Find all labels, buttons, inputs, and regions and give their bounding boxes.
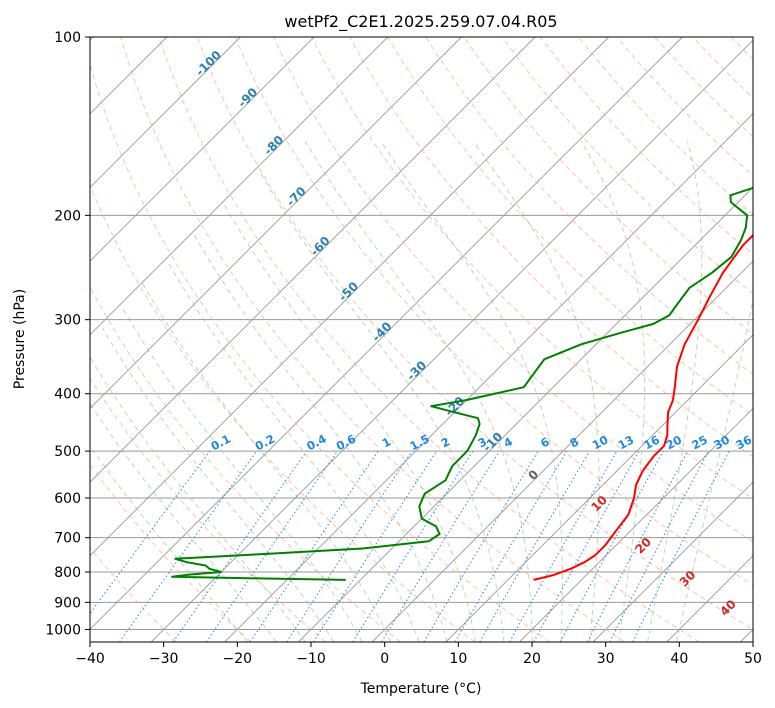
- isotherm-line: [90, 37, 610, 557]
- x-tick-label: 20: [523, 651, 541, 667]
- dry-adiabat-line: [90, 62, 551, 642]
- mixing-ratio-line: [90, 450, 211, 615]
- moist-adiabat-line: [380, 141, 563, 642]
- isotherm-line: [90, 37, 462, 410]
- dewpoint-line: [171, 186, 753, 581]
- dry-adiabat-line: [90, 547, 177, 642]
- y-tick-label: 800: [54, 565, 81, 581]
- y-tick-label: 600: [54, 491, 81, 507]
- y-axis: 100 200 300 400 500 600 700 800 900 1000: [45, 30, 90, 638]
- mixing-ratio-line: [286, 450, 413, 642]
- x-tick-label: −10: [296, 651, 326, 667]
- mixing-ratio-label: 25: [689, 433, 710, 453]
- y-tick-label: 700: [54, 531, 81, 547]
- moist-adiabat-line: [90, 445, 248, 642]
- isotherm-line: [445, 334, 753, 642]
- x-tick-label: 0: [380, 651, 389, 667]
- x-tick-label: −20: [223, 651, 253, 667]
- isotherm-line: [90, 37, 315, 262]
- moist-adiabat-line: [580, 141, 646, 642]
- mixing-ratio-line: [172, 450, 308, 642]
- y-tick-label: 300: [54, 313, 81, 329]
- mixing-ratio-line: [205, 450, 338, 642]
- x-tick-label: 50: [744, 651, 762, 667]
- dry-adiabat-line: [90, 285, 401, 642]
- x-tick-label: 10: [449, 651, 467, 667]
- moist-adiabat-line: [121, 306, 363, 642]
- y-tick-label: 400: [54, 387, 81, 403]
- x-tick-label: −30: [149, 651, 179, 667]
- moist-adiabat-line: [102, 327, 335, 642]
- y-axis-label: Pressure (hPa): [12, 289, 28, 389]
- isotherm-line: [90, 37, 389, 336]
- mixing-ratio-line: [119, 450, 258, 642]
- mixing-ratio-line: [533, 450, 640, 642]
- chart-title: wetPf2_C2E1.2025.259.07.04.R05: [284, 12, 557, 32]
- moist-adiabat-line: [676, 296, 753, 642]
- mixing-ratio-line: [559, 450, 664, 642]
- isotherm-line: [90, 37, 683, 631]
- x-axis: −40 −30 −20 −10 0 10 20 30 40 50: [75, 642, 762, 667]
- temperature-line: [533, 233, 753, 581]
- y-tick-label: 200: [54, 208, 81, 224]
- isotherm-line: [371, 260, 753, 642]
- isotherm-line: [90, 37, 241, 189]
- profiles: [171, 186, 753, 581]
- isotherm-line: [224, 113, 753, 642]
- isotherm-line: [90, 37, 536, 483]
- mixing-ratio-label: 20: [663, 433, 684, 453]
- moist-adiabat-line: [473, 141, 600, 642]
- mixing-ratio-line: [632, 450, 730, 642]
- x-tick-label: −40: [75, 651, 105, 667]
- moist-adiabat-line: [193, 233, 448, 642]
- dry-adiabat-line: [90, 184, 476, 642]
- mixing-ratio-label: 30: [711, 433, 732, 453]
- x-tick-label: 40: [670, 651, 688, 667]
- isotherm-line: [150, 39, 753, 642]
- x-axis-label: Temperature (°C): [360, 681, 482, 697]
- mixing-ratio-line: [352, 450, 474, 642]
- isotherm-line: [592, 481, 753, 642]
- moist-adiabat-line: [222, 201, 476, 642]
- moist-adiabat-line: [90, 402, 277, 642]
- mixing-ratio-label: 36: [733, 433, 754, 453]
- mixing-ratio-label: 10: [590, 433, 611, 453]
- y-tick-label: 900: [54, 595, 81, 611]
- mixing-ratio-label: 16: [641, 433, 662, 453]
- dry-adiabat-line: [158, 37, 700, 642]
- dry-adiabat-line: [234, 37, 753, 586]
- y-tick-label: 1000: [45, 622, 81, 638]
- plot-frame: [89, 36, 754, 643]
- moist-adiabat-line: [260, 173, 505, 642]
- mixing-ratio-line: [381, 450, 500, 642]
- background-lines: [90, 37, 753, 642]
- dry-adiabat-line: [387, 37, 753, 416]
- mixing-ratio-line: [249, 450, 379, 642]
- isotherm-line: [519, 407, 753, 642]
- mixing-ratio-label: 13: [616, 433, 637, 453]
- mixing-ratio-line: [509, 450, 618, 642]
- dry-adiabat-line: [90, 377, 327, 642]
- mixing-ratio-line: [313, 450, 438, 642]
- moist-adiabat-line: [167, 262, 420, 642]
- moist-adiabat-line: [90, 356, 306, 642]
- y-tick-label: 100: [54, 30, 81, 46]
- dry-adiabat-line: [501, 37, 753, 295]
- dry-adiabat-line: [349, 37, 753, 458]
- dry-adiabat-line: [196, 37, 753, 630]
- dry-adiabat-line: [90, 463, 252, 642]
- y-tick-label: 500: [54, 444, 81, 460]
- x-tick-label: 30: [597, 651, 615, 667]
